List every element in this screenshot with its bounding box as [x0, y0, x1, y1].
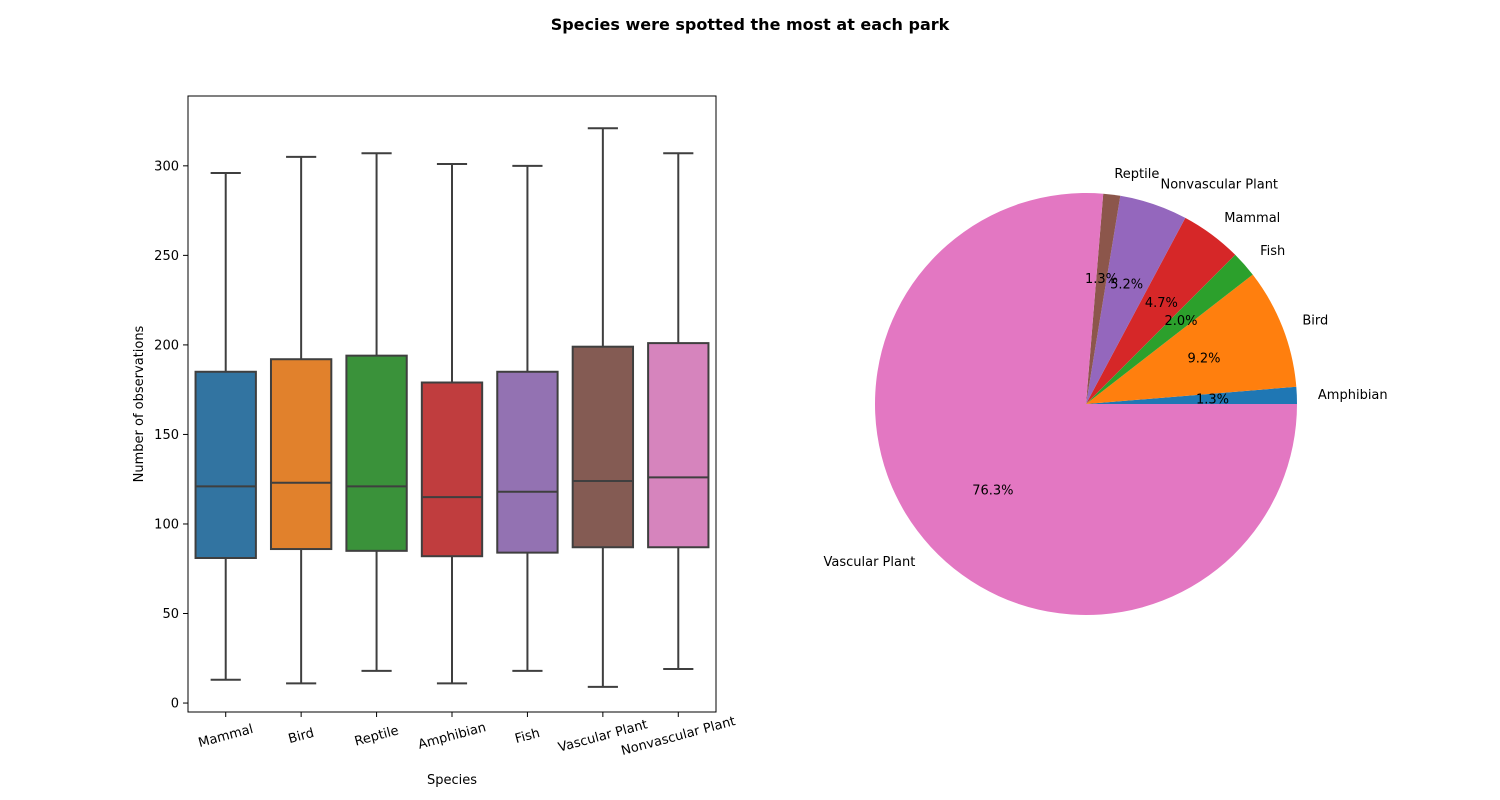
- pie-percent-nonvascular-plant: 5.2%: [1110, 278, 1143, 293]
- box-fish: [496, 164, 559, 672]
- box-body-bird: [269, 358, 333, 551]
- x-tick-label-fish: Fish: [513, 726, 541, 747]
- x-tick-label-bird: Bird: [287, 726, 316, 747]
- box-amphibian: [420, 163, 484, 685]
- y-tick-label-200: 200: [154, 338, 179, 353]
- box-vascular-plant: [571, 127, 635, 688]
- pie-slice-nonvascular-plant: [1086, 195, 1186, 404]
- x-tick-label-amphibian: Amphibian: [417, 720, 488, 753]
- box-plot-x-axis-label: Species: [427, 773, 477, 788]
- pie-labels: Amphibian 1.3% Bird 9.2% Fish 2.0% Mammal 4.7% N…: [823, 167, 1387, 570]
- y-tick-label-100: 100: [154, 517, 179, 532]
- pie-slice-fish: [1086, 254, 1253, 404]
- pie-slice-reptile: [1086, 193, 1121, 404]
- box-mammal: [194, 172, 257, 681]
- pie-label-fish: Fish: [1260, 244, 1285, 259]
- pie-label-reptile: Reptile: [1114, 167, 1159, 182]
- figure-title: Species were spotted the most at each pa…: [551, 15, 950, 34]
- box-nonvascular-plant: [647, 152, 710, 671]
- box-plot-chart: 0 50 100 150 200 250 300 Mammal Bird Reptile Amph…: [132, 95, 737, 788]
- box-plot-frame: [187, 95, 717, 713]
- box-plot-y-axis: 0 50 100 150 200 250 300: [154, 159, 188, 712]
- pie-percent-mammal: 4.7%: [1145, 296, 1178, 311]
- y-tick-label-50: 50: [162, 607, 179, 622]
- y-tick-label-250: 250: [154, 249, 179, 264]
- box-body-mammal: [194, 370, 257, 560]
- pie-label-vascular-plant: Vascular Plant: [823, 555, 915, 570]
- pie-percent-fish: 2.0%: [1164, 314, 1197, 329]
- pie-slice-vascular-plant: [875, 192, 1297, 615]
- pie-label-bird: Bird: [1302, 313, 1328, 328]
- y-tick-label-150: 150: [154, 428, 179, 443]
- box-body-vascular-plant: [571, 345, 635, 549]
- box-reptile: [345, 152, 408, 672]
- x-tick-label-mammal: Mammal: [197, 722, 255, 751]
- pie-percent-vascular-plant: 76.3%: [972, 483, 1013, 498]
- pie-label-nonvascular-plant: Nonvascular Plant: [1160, 178, 1278, 193]
- x-tick-label-reptile: Reptile: [353, 723, 400, 749]
- box-plot-y-axis-label: Number of observations: [132, 325, 147, 482]
- pie-chart: Amphibian 1.3% Bird 9.2% Fish 2.0% Mammal 4.7% N…: [823, 167, 1388, 615]
- pie-slice-bird: [1086, 274, 1297, 404]
- box-body-fish: [496, 370, 559, 554]
- pie-slices: [875, 192, 1297, 615]
- box-body-amphibian: [420, 381, 484, 558]
- pie-slice-mammal: [1086, 217, 1236, 404]
- y-tick-label-0: 0: [171, 697, 179, 712]
- box-body-nonvascular-plant: [647, 342, 710, 549]
- pie-percent-amphibian: 1.3%: [1196, 392, 1229, 407]
- box-plot-x-axis: Mammal Bird Reptile Amphibian Fish Vascular P…: [197, 712, 737, 759]
- pie-slice-amphibian: [1086, 386, 1297, 404]
- pie-label-mammal: Mammal: [1224, 211, 1280, 226]
- pie-percent-reptile: 1.3%: [1085, 272, 1118, 287]
- box-body-reptile: [345, 354, 408, 552]
- pie-label-amphibian: Amphibian: [1318, 388, 1388, 403]
- y-tick-label-300: 300: [154, 159, 179, 174]
- pie-percent-bird: 9.2%: [1187, 352, 1220, 367]
- box-plot-marks: [194, 127, 710, 688]
- box-bird: [269, 155, 333, 685]
